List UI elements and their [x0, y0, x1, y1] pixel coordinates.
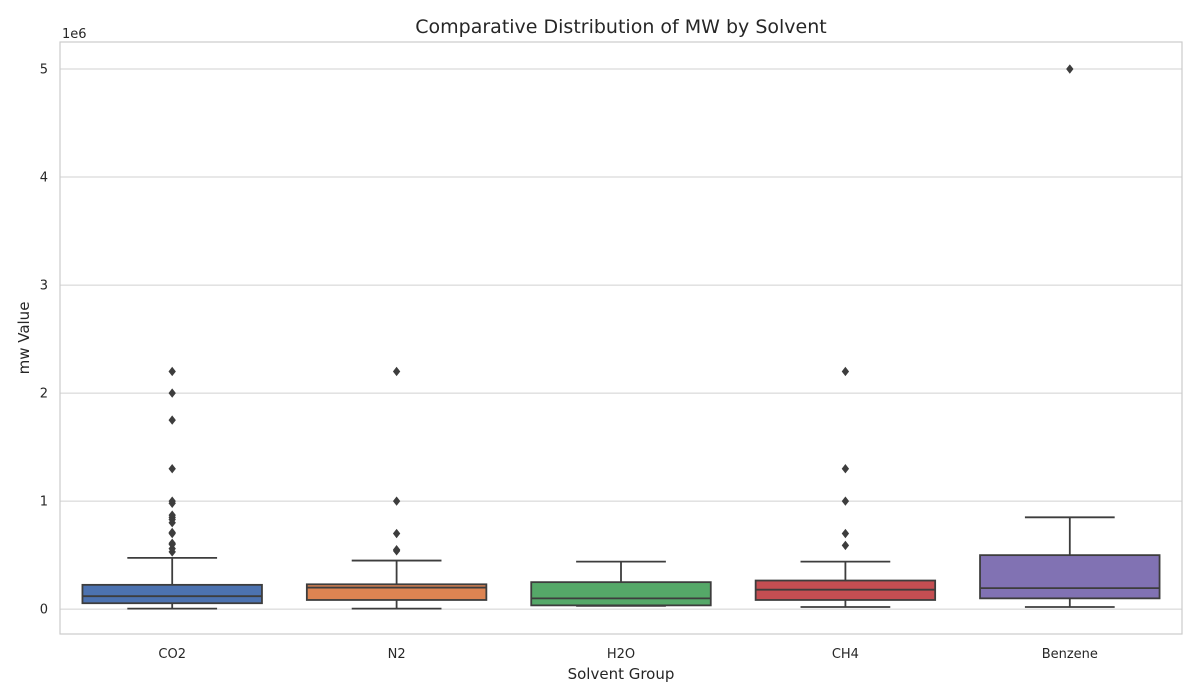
outlier-point [841, 528, 850, 539]
outlier-point [168, 538, 176, 548]
outlier-point [841, 540, 850, 551]
outlier-point [168, 464, 176, 474]
box-group-benzene [979, 64, 1161, 608]
y-axis-label: mw Value [15, 302, 33, 375]
box-iqr [979, 554, 1161, 600]
x-tick-label: CH4 [832, 647, 859, 662]
box-group-co2 [81, 366, 263, 610]
x-tick-label: CO2 [158, 647, 186, 662]
x-axis-label: Solvent Group [568, 665, 675, 683]
box-group-h2o [530, 560, 712, 607]
outlier-point [392, 496, 401, 506]
x-tick-label: H2O [607, 647, 635, 662]
box-layer [81, 64, 1161, 610]
tick-layer: 0 1 2 3 4 5 CO2 N2 H2O CH4 Benzene [40, 63, 1098, 662]
grid-layer [60, 68, 1182, 610]
outlier-point [392, 545, 401, 555]
outlier-point [168, 510, 176, 520]
outlier-point [168, 388, 176, 398]
plot-frame [59, 41, 1183, 635]
box-iqr [530, 581, 712, 607]
outlier-point [841, 464, 850, 474]
box-group-n2 [305, 366, 488, 610]
y-tick-label: 1 [40, 495, 48, 510]
y-tick-label: 0 [40, 603, 48, 618]
outlier-point [168, 496, 176, 506]
chart-title: Comparative Distribution of MW by Solven… [415, 16, 826, 38]
y-tick-label: 5 [40, 63, 48, 78]
y-tick-label: 4 [40, 171, 48, 186]
y-tick-label: 2 [40, 387, 48, 402]
x-tick-label: Benzene [1042, 647, 1098, 662]
x-tick-label: N2 [388, 647, 406, 662]
outlier-point [168, 366, 176, 377]
outlier-point [1066, 64, 1074, 74]
y-axis-offset-label: 1e6 [62, 27, 87, 42]
outlier-point [841, 496, 850, 506]
box-iqr [81, 583, 263, 605]
outlier-point [168, 415, 176, 425]
box-group-ch4 [754, 366, 937, 608]
outlier-point [392, 528, 401, 539]
y-tick-label: 3 [40, 279, 48, 294]
outlier-point [841, 366, 850, 377]
outlier-point [168, 527, 176, 538]
outlier-point [392, 366, 401, 377]
